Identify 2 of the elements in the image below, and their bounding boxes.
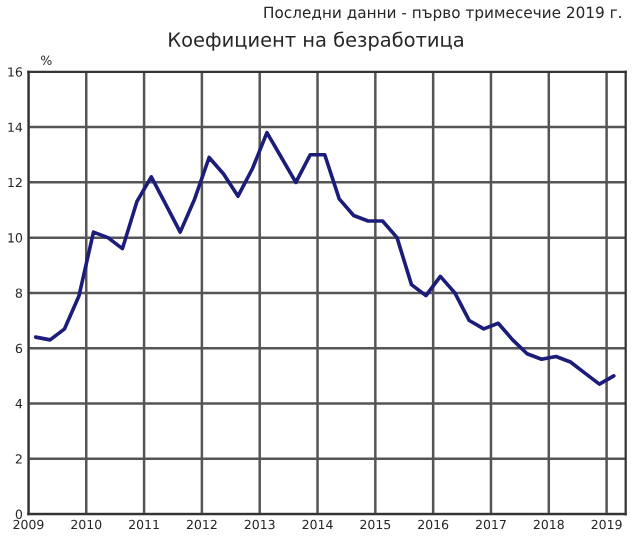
line-series <box>33 130 616 386</box>
chart-title: Коефициент на безработица <box>169 31 463 51</box>
